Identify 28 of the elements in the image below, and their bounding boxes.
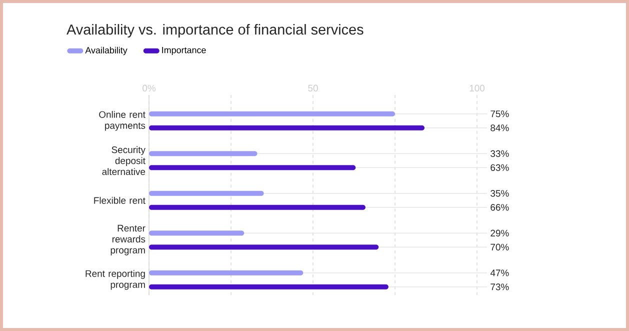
- bar: [149, 165, 356, 170]
- y-tick-label: Renter rewards program: [110, 224, 146, 256]
- data-label: 73%: [490, 284, 509, 290]
- data-label: 63%: [490, 164, 509, 171]
- bar: [149, 111, 396, 116]
- data-label: 35%: [490, 190, 509, 197]
- bar: [149, 244, 379, 250]
- legend-label: Importance: [162, 46, 206, 56]
- bar: [149, 125, 425, 130]
- bar: [149, 284, 388, 290]
- y-tick-label: Security deposit alternative: [102, 146, 146, 176]
- data-label: 29%: [490, 230, 509, 236]
- legend-label: Availability: [85, 46, 128, 56]
- y-tick-label: Online rent payments: [99, 110, 146, 131]
- data-label: 66%: [490, 204, 509, 211]
- data-label: 70%: [490, 244, 509, 250]
- data-label: 75%: [490, 110, 509, 118]
- data-label: 33%: [490, 150, 509, 157]
- data-label: 84%: [490, 124, 509, 132]
- y-tick-label: Flexible rent: [94, 196, 146, 204]
- bar: [149, 204, 366, 210]
- data-label: 47%: [490, 270, 509, 276]
- bar: [149, 270, 304, 276]
- chart-title: Availability vs. importance of financial services: [66, 24, 364, 38]
- bar: [149, 151, 258, 156]
- y-tick-label: Rent reporting program: [86, 270, 145, 290]
- bar: [149, 230, 244, 236]
- bar: [149, 190, 264, 196]
